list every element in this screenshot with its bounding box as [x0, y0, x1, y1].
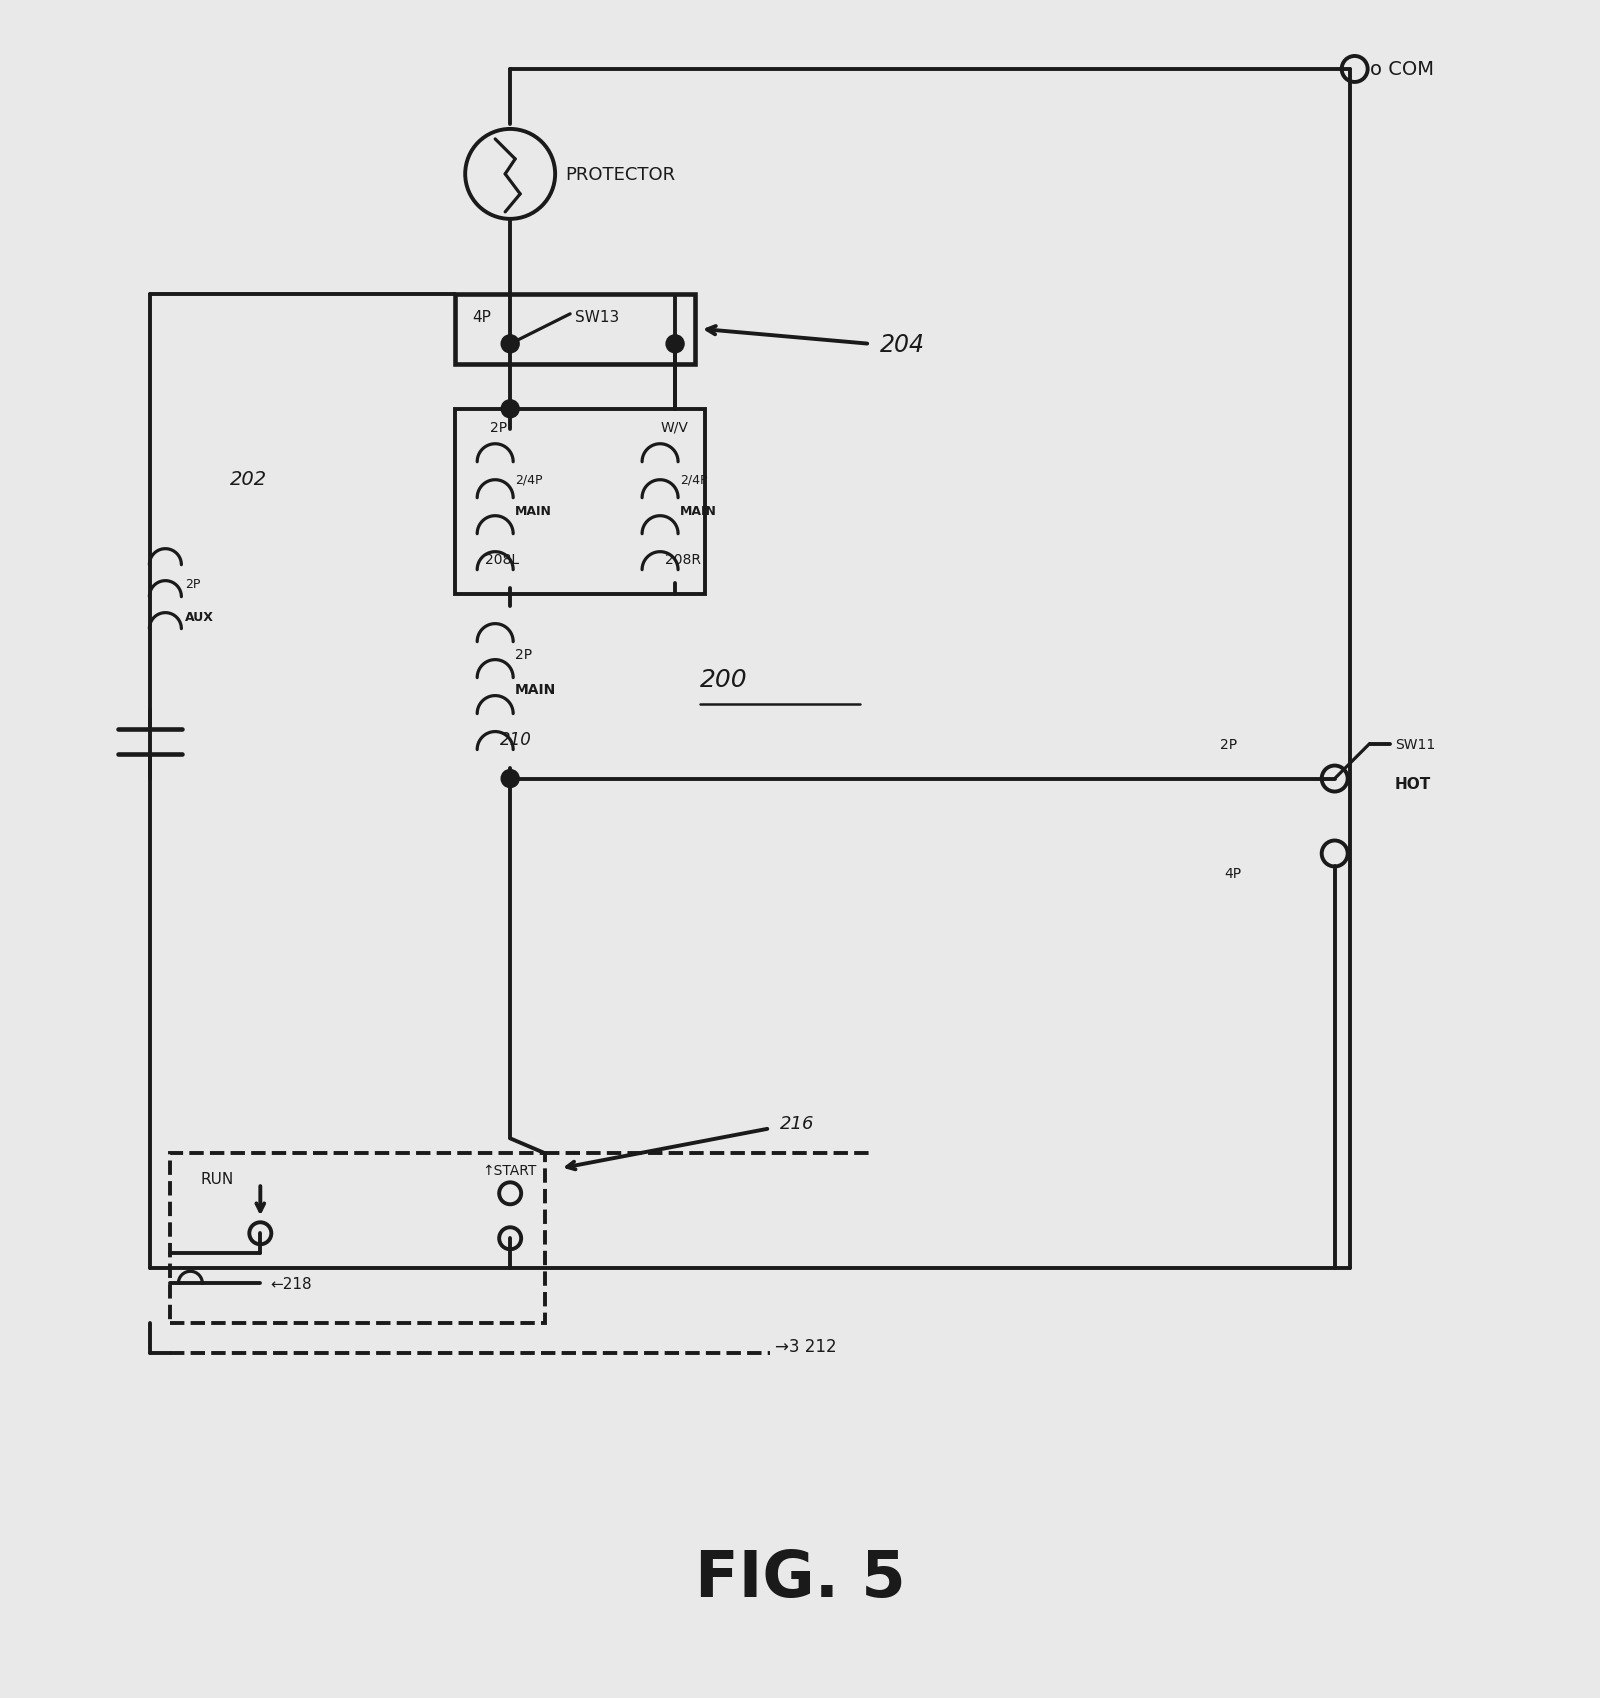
- Text: MAIN: MAIN: [515, 683, 557, 696]
- Text: o COM: o COM: [1370, 61, 1434, 80]
- Circle shape: [501, 771, 518, 788]
- Text: SW11: SW11: [1395, 737, 1435, 751]
- Text: MAIN: MAIN: [515, 504, 552, 518]
- Text: ←218: ←218: [270, 1275, 312, 1290]
- Text: 202: 202: [230, 470, 267, 489]
- Text: 4P: 4P: [472, 311, 491, 324]
- Text: AUX: AUX: [186, 611, 214, 623]
- Circle shape: [501, 336, 518, 353]
- Text: 204: 204: [880, 333, 925, 357]
- Text: →3 212: →3 212: [774, 1338, 837, 1355]
- Text: 2P: 2P: [1219, 737, 1237, 751]
- Text: 2/4P: 2/4P: [515, 474, 542, 486]
- Text: SW13: SW13: [574, 311, 619, 324]
- Circle shape: [666, 336, 685, 353]
- Text: FIG. 5: FIG. 5: [694, 1547, 906, 1610]
- Text: 2P: 2P: [490, 421, 507, 435]
- Circle shape: [501, 401, 518, 418]
- Text: 210: 210: [501, 730, 533, 749]
- Bar: [456, 295, 694, 365]
- Text: ↑START: ↑START: [482, 1163, 536, 1178]
- Text: 2P: 2P: [515, 647, 533, 661]
- Text: 200: 200: [701, 667, 747, 691]
- Text: W/V: W/V: [661, 421, 688, 435]
- Text: PROTECTOR: PROTECTOR: [565, 166, 675, 183]
- Text: MAIN: MAIN: [680, 504, 717, 518]
- Text: 4P: 4P: [1224, 868, 1242, 881]
- Text: RUN: RUN: [200, 1172, 234, 1187]
- Text: 2/4P: 2/4P: [680, 474, 707, 486]
- Bar: [456, 409, 706, 594]
- Text: 216: 216: [781, 1114, 814, 1133]
- Bar: [170, 1153, 546, 1323]
- Text: HOT: HOT: [1395, 776, 1430, 791]
- Text: 208R: 208R: [666, 552, 701, 567]
- Text: 208L: 208L: [485, 552, 520, 567]
- Text: 2P: 2P: [186, 577, 200, 591]
